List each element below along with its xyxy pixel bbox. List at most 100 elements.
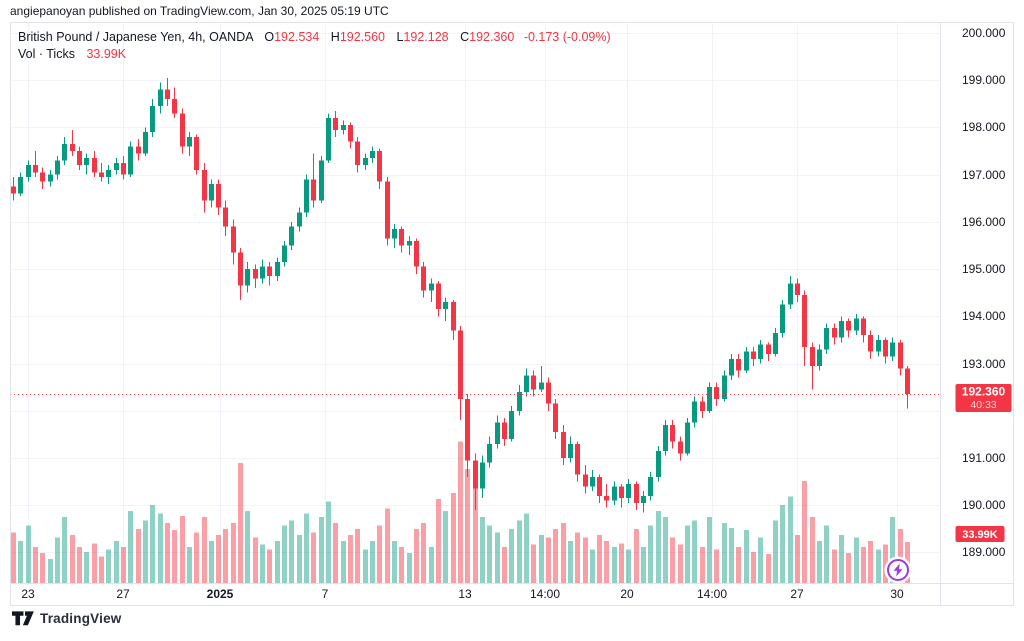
volume-bar-down: [355, 529, 360, 583]
volume-bar-up: [590, 549, 595, 583]
candle-down: [311, 179, 316, 201]
candle-down: [766, 344, 771, 355]
candle-down: [202, 169, 207, 201]
time-tick-label: 2025: [207, 587, 234, 601]
candle-up: [729, 358, 734, 376]
candle-up: [707, 387, 712, 411]
candle-up: [890, 342, 895, 357]
volume-bar-up: [495, 532, 500, 583]
legend-volume-label: Vol · Ticks: [18, 47, 75, 61]
tradingview-logo[interactable]: TradingView: [12, 611, 121, 626]
candle-down: [77, 151, 82, 166]
time-tick-label: 20: [620, 587, 634, 601]
volume-bar-down: [436, 499, 441, 583]
candle-up: [744, 351, 749, 371]
volume-bar-down: [736, 547, 741, 583]
candle-up: [319, 160, 324, 201]
volume-bar-up: [407, 553, 412, 583]
volume-bar-down: [604, 541, 609, 583]
volume-bar-up: [260, 544, 265, 583]
legend-row-symbol: British Pound / Japanese Yen, 4h, OANDA …: [18, 29, 611, 46]
candle-down: [348, 125, 353, 142]
volume-bar-up: [18, 541, 23, 583]
volume-bar-up: [341, 541, 346, 583]
candle-up: [106, 169, 111, 178]
volume-bar-down: [180, 515, 185, 583]
volume-bar-up: [568, 541, 573, 583]
volume-bar-down: [216, 535, 221, 583]
volume-bar-down: [502, 547, 507, 583]
candle-down: [238, 252, 243, 286]
candle-down: [670, 424, 675, 442]
volume-bar-down: [70, 535, 75, 583]
volume-bar-up: [128, 511, 133, 583]
attribution-text: angiepanoyan published on TradingView.co…: [10, 4, 389, 18]
candle-up: [663, 424, 668, 451]
volume-bar-up: [84, 551, 89, 583]
candle-up: [685, 422, 690, 454]
candle-down: [905, 368, 910, 394]
volume-bar-up: [48, 559, 53, 583]
candle-down: [399, 228, 404, 246]
candle-down: [172, 99, 177, 114]
volume-bar-down: [267, 549, 272, 583]
candle-down: [678, 441, 683, 454]
candle-down: [194, 136, 199, 170]
candle-down: [898, 342, 903, 369]
volume-bar-down: [810, 517, 815, 583]
volume-bar-up: [158, 513, 163, 583]
volume-bar-up: [707, 517, 712, 583]
candle-down: [223, 207, 228, 227]
volume-bar-up: [150, 505, 155, 583]
price-tick-label: 197.000: [962, 168, 1006, 182]
time-tick-label: 14:00: [530, 587, 560, 601]
candle-up: [326, 117, 331, 161]
candle-down: [385, 181, 390, 239]
candle-down: [436, 283, 441, 310]
price-axis-labels: 200.000 199.000 198.000 197.000 196.000 195.0…: [962, 26, 1006, 559]
candle-down: [868, 335, 873, 352]
volume-bar-up: [429, 547, 434, 583]
candle-down: [473, 460, 478, 489]
volume-bar-up: [839, 535, 844, 583]
candle-down: [180, 113, 185, 147]
price-tick-label: 199.000: [962, 73, 1006, 87]
candle-down: [583, 474, 588, 487]
volume-bar-down: [546, 537, 551, 583]
volume-bar-down: [172, 530, 177, 583]
candle-down: [121, 162, 126, 175]
candle-down: [267, 266, 272, 277]
volume-bar-up: [143, 520, 148, 583]
time-tick-label: 13: [458, 587, 472, 601]
volume-bar-up: [817, 541, 822, 583]
candle-down: [421, 266, 426, 291]
candle-up: [480, 462, 485, 489]
legend-row-volume: Vol · Ticks 33.99K: [18, 46, 611, 63]
candle-up: [524, 375, 529, 392]
candle-down: [597, 476, 602, 496]
candle-up: [692, 401, 697, 423]
volume-bar-down: [92, 543, 97, 583]
candle-down: [231, 226, 236, 253]
candle-wick: [541, 365, 542, 392]
volume-bar-down: [33, 547, 38, 583]
volume-bar-up: [876, 549, 881, 583]
candle-down: [634, 483, 639, 503]
candle-down: [70, 143, 75, 152]
candle-down: [575, 443, 580, 475]
candle-down: [736, 358, 741, 371]
candle-down: [333, 117, 338, 130]
volume-bar-up: [788, 496, 793, 583]
candle-up: [209, 184, 214, 201]
candle-up: [429, 283, 434, 291]
volume-bar-up: [539, 535, 544, 583]
volume-bar-down: [846, 553, 851, 583]
price-tick-label: 190.000: [962, 498, 1006, 512]
volume-bar-down: [700, 547, 705, 583]
legend-low: L192.128: [396, 30, 449, 44]
candle-down: [832, 328, 837, 338]
volume-bar-down: [766, 554, 771, 583]
lightning-button[interactable]: [884, 556, 912, 584]
volume-bar-up: [187, 547, 192, 583]
legend: British Pound / Japanese Yen, 4h, OANDA …: [18, 29, 611, 63]
